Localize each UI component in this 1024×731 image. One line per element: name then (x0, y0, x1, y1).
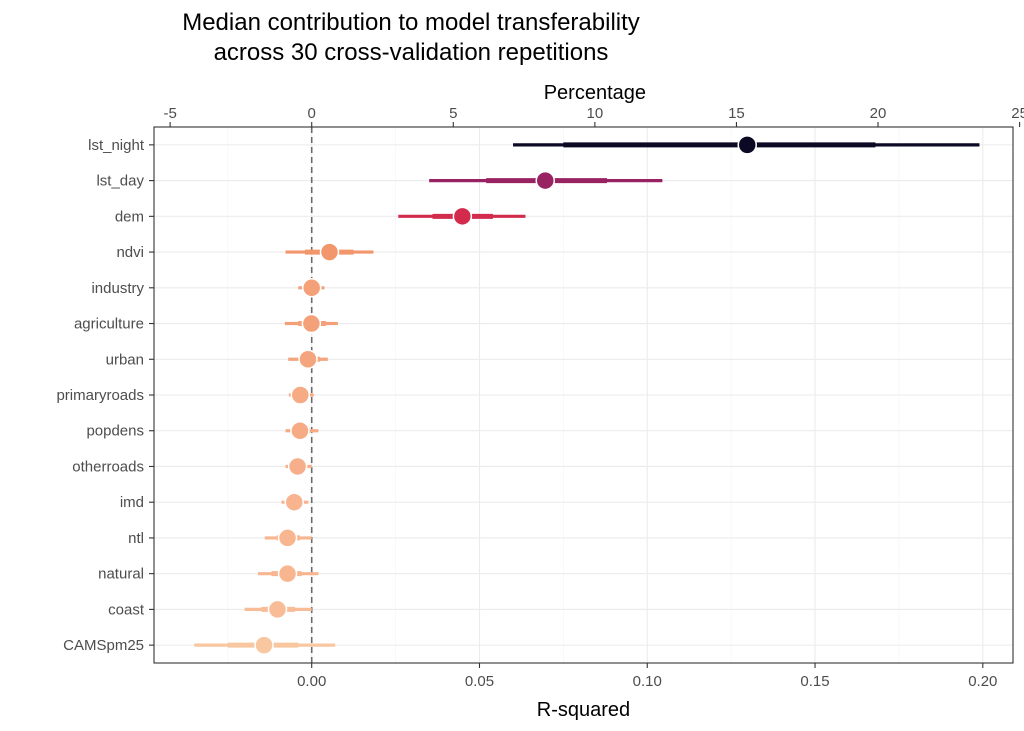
title-line-2: across 30 cross-validation repetitions (214, 39, 609, 66)
median-point-lst_night (737, 135, 757, 155)
interval-imd (281, 492, 309, 512)
bottom-axis-title: R-squared (537, 699, 630, 721)
interval-popdens (285, 420, 319, 441)
median-point-ndvi (319, 242, 340, 262)
interval-agriculture (284, 313, 338, 334)
x2-tick-label: 20 (870, 105, 887, 122)
axes: 0.00 0.05 0.10 0.15 0.20 -5 0 5 10 15 20 25 lst_nigh… (56, 105, 1024, 690)
y-category-label: lst_night (88, 137, 145, 154)
y-category-label: ntl (128, 530, 144, 547)
y-category-label: imd (120, 494, 144, 511)
median-point-ntl (277, 528, 298, 548)
median-point-imd (284, 492, 305, 512)
median-point-lst_day (535, 170, 555, 191)
interval-lst_night (513, 135, 980, 155)
x-tick-label: 0.10 (633, 673, 662, 690)
median-point-natural (277, 563, 298, 584)
median-point-otherroads (287, 456, 308, 477)
median-point-coast (267, 599, 288, 620)
chart-title: Median contribution to model transferabi… (182, 9, 640, 66)
y-category-label: lst_day (96, 173, 144, 190)
y-category-label: CAMSpm25 (63, 637, 144, 654)
y-category-label: primaryroads (56, 387, 144, 404)
grid (154, 127, 1013, 663)
y-category-label: industry (91, 280, 144, 297)
y-category-label: otherroads (72, 458, 144, 475)
y-category-label: ndvi (116, 244, 144, 261)
x2-tick-label: 25 (1011, 105, 1024, 122)
median-point-primaryroads (290, 385, 311, 405)
x2-tick-label: 5 (449, 105, 457, 122)
median-point-agriculture (301, 313, 322, 334)
y-category-label: coast (108, 601, 145, 618)
y-category-label: dem (115, 208, 144, 225)
x2-tick-label: -5 (163, 105, 176, 122)
median-point-dem (452, 206, 473, 227)
x-tick-label: 0.20 (968, 673, 997, 690)
interval-urban (288, 349, 328, 370)
y-category-label: urban (106, 351, 144, 368)
interval-lst_day (429, 170, 663, 191)
interval-ndvi (285, 242, 374, 262)
top-axis-title: Percentage (544, 82, 646, 104)
interval-primaryroads (288, 385, 314, 405)
x2-tick-label: 0 (308, 105, 316, 122)
median-point-CAMSpm25 (254, 635, 274, 655)
x2-tick-label: 15 (728, 105, 745, 122)
x-tick-label: 0.15 (800, 673, 829, 690)
interval-otherroads (285, 456, 312, 477)
y-category-label: agriculture (74, 316, 144, 333)
interval-natural (258, 563, 319, 584)
median-point-industry (301, 278, 322, 298)
interval-dem (398, 206, 526, 227)
x-tick-label: 0.00 (297, 673, 326, 690)
interval-industry (298, 278, 325, 298)
title-line-1: Median contribution to model transferabi… (182, 9, 640, 36)
x-tick-label: 0.05 (465, 673, 494, 690)
median-point-popdens (290, 420, 310, 441)
interval-coast (244, 599, 312, 620)
interval-CAMSpm25 (194, 635, 336, 655)
x2-tick-label: 10 (587, 105, 604, 122)
median-point-urban (298, 349, 318, 370)
y-category-label: natural (98, 566, 144, 583)
interval-marks (194, 135, 980, 655)
y-category-label: popdens (86, 423, 144, 440)
interval-ntl (264, 528, 312, 548)
